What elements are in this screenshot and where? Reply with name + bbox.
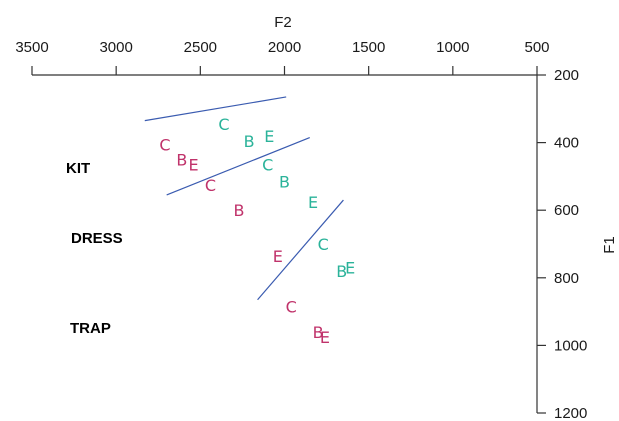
x-tick-label: 3500 [15,39,48,56]
point-c-teal: C [318,235,329,254]
point-e-magenta: E [320,328,330,347]
x-tick-label: 1500 [352,39,385,56]
point-b-teal: B [336,262,347,281]
y-tick-label: 800 [554,270,579,287]
point-b-magenta: B [176,151,187,170]
boundary-line [166,136,310,196]
x-axis-ticks: 3500 3000 2500 2000 1500 1000 500 [15,39,550,75]
x-tick-label: 2000 [268,39,301,56]
point-e-teal: E [264,127,274,146]
row-label-kit: KIT [66,160,91,177]
x-axis-title: F2 [274,14,292,31]
point-e-teal: E [308,193,318,212]
row-label-dress: DRESS [71,230,123,247]
point-c-magenta: C [286,298,297,317]
point-e-teal: E [345,259,355,278]
point-b-teal: B [244,132,255,151]
boundary-line [257,199,344,301]
point-c-teal: C [262,156,273,175]
y-tick-label: 200 [554,67,579,84]
point-e-magenta: E [189,156,199,175]
point-e-magenta: E [273,247,283,266]
point-c-magenta: C [159,135,170,154]
boundary-line [144,96,287,122]
point-c-magenta: C [205,176,216,195]
y-tick-label: 1000 [554,337,587,354]
x-tick-label: 3000 [99,39,132,56]
point-b-magenta: B [234,201,245,220]
y-axis-ticks: 200 400 600 800 1000 1200 [537,67,587,421]
row-label-trap: TRAP [70,320,111,337]
y-tick-label: 400 [554,135,579,152]
boundary-lines [144,96,344,301]
x-tick-label: 500 [524,39,549,56]
y-tick-label: 600 [554,202,579,219]
x-tick-label: 1000 [436,39,469,56]
point-b-teal: B [279,172,290,191]
point-c-teal: C [218,115,229,134]
y-tick-label: 1200 [554,405,587,421]
x-tick-label: 2500 [184,39,217,56]
point-b-magenta: B [313,323,324,342]
y-axis-title: F1 [601,236,618,254]
